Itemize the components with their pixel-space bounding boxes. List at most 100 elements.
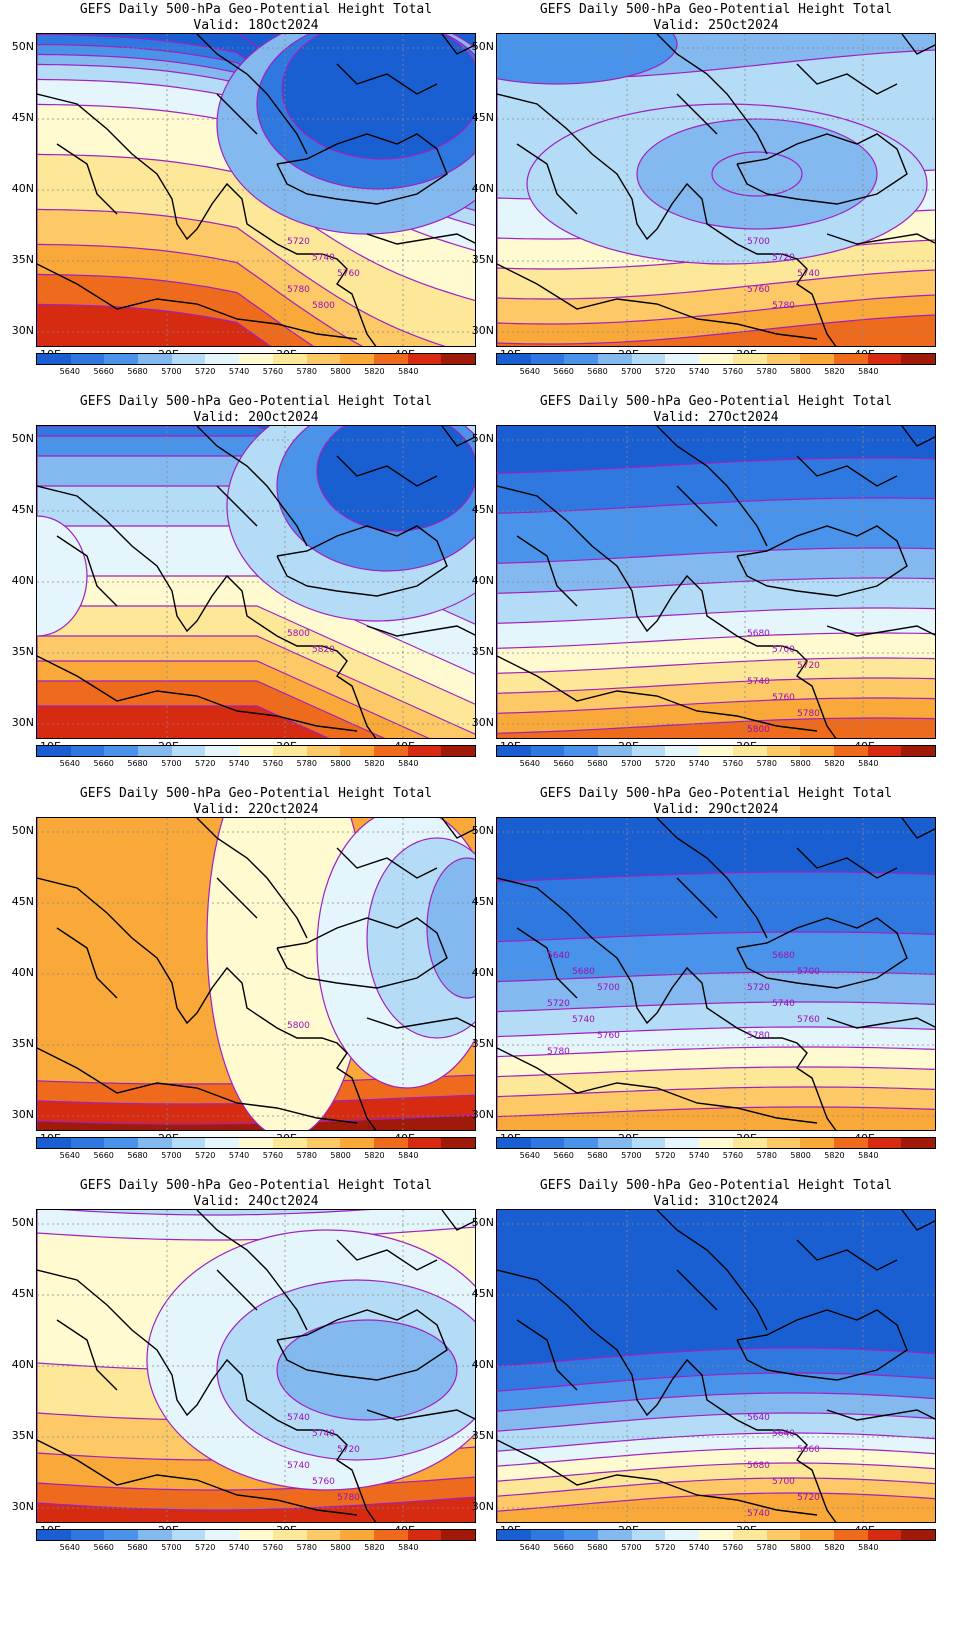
colorbar-swatch [530, 354, 565, 364]
height-field-map: 5720 5740 5760 5780 5800 [36, 33, 476, 347]
colorbar-swatch [497, 1530, 531, 1540]
colorbar-swatch [530, 1530, 565, 1540]
colorbar-swatch [901, 746, 935, 756]
panel-title: GEFS Daily 500-hPa Geo-Potential Height … [539, 1178, 893, 1193]
colorbar-swatch [598, 1530, 632, 1540]
latitude-label: 40N [11, 1358, 34, 1371]
contour-label: 5640 [772, 1429, 795, 1439]
latitude-label: 40N [471, 1358, 494, 1371]
contour-label: 5800 [287, 629, 310, 639]
colorbar-level-label: 5640 [59, 1543, 81, 1552]
latitude-label: 45N [11, 1287, 34, 1300]
colorbar-swatch [138, 354, 172, 364]
contour-label: 5740 [747, 1509, 770, 1519]
colorbar-swatch [564, 746, 599, 756]
height-contour-closed [316, 426, 475, 532]
colorbar-level-label: 5820 [364, 759, 385, 768]
colorbar-level-label: 5780 [756, 1543, 777, 1552]
colorbar-level-label: 5820 [824, 367, 845, 376]
colorbar-swatch [441, 1530, 475, 1540]
colorbar-level-label: 5680 [127, 1151, 148, 1160]
colorbar-level-label: 5740 [228, 759, 250, 768]
colorbar-level-label: 5680 [127, 759, 148, 768]
latitude-label: 40N [471, 182, 494, 195]
colorbar-swatch [171, 354, 206, 364]
colorbar-level-label: 5700 [621, 759, 642, 768]
map-panel: GEFS Daily 500-hPa Geo-Potential Height … [0, 1176, 482, 1586]
latitude-label: 45N [471, 895, 494, 908]
colorbar-level-label: 5740 [688, 1543, 710, 1552]
colorbar-level-label: 5820 [364, 367, 385, 376]
coastline-borders [37, 34, 475, 346]
colorbar-level-label: 5780 [756, 367, 777, 376]
colorbar-level-label: 5840 [398, 1543, 419, 1552]
colorbar-swatch [598, 1138, 632, 1148]
colorbar-level-label: 5840 [398, 759, 419, 768]
colorbar-level-label: 5800 [790, 1151, 811, 1160]
contour-label: 5760 [772, 693, 795, 703]
contour-label: 5740 [747, 677, 770, 687]
colorbar-swatch [732, 1530, 767, 1540]
colorbar-level-label: 5700 [621, 367, 642, 376]
colorbar-labels: 5640 5660 5680 5700 5720 5740 5760 5780 5800 5820… [36, 367, 476, 379]
colorbar-swatch [340, 1138, 374, 1148]
contour-label: 5700 [797, 967, 820, 977]
contour-label: 5780 [287, 285, 310, 295]
colorbar-swatch [104, 354, 139, 364]
contour-label: 5720 [797, 661, 820, 671]
colorbar-level-label: 5660 [553, 759, 574, 768]
contour-label: 5780 [747, 1031, 770, 1041]
latitude-label: 40N [11, 574, 34, 587]
latitude-label: 35N [471, 645, 494, 658]
colorbar-labels: 5640 5660 5680 5700 5720 5740 5760 5780 5800 5820… [496, 1543, 936, 1555]
colorbar-level-label: 5680 [587, 759, 608, 768]
contour-label: 5740 [797, 269, 820, 279]
contour-label: 5760 [312, 1477, 335, 1487]
contour-label: 5700 [772, 1477, 795, 1487]
colorbar-level-label: 5640 [59, 367, 81, 376]
contour-label: 5760 [337, 269, 360, 279]
colorbar-level-label: 5800 [790, 1543, 811, 1552]
colorbar-swatch [665, 746, 700, 756]
colorbar-labels: 5640 5660 5680 5700 5720 5740 5760 5780 5800 5820… [496, 759, 936, 771]
colorbar-level-label: 5760 [722, 1151, 744, 1160]
map-panel: GEFS Daily 500-hPa Geo-Potential Height … [460, 784, 942, 1194]
colorbar-swatch [272, 746, 307, 756]
colorbar-swatch [37, 1530, 71, 1540]
colorbar-level-label: 5720 [655, 759, 676, 768]
colorbar-swatch [272, 1530, 307, 1540]
colorbar-swatch [497, 1138, 531, 1148]
latitude-label: 50N [11, 824, 34, 837]
latitude-label: 45N [11, 111, 34, 124]
colorbar-labels: 5640 5660 5680 5700 5720 5740 5760 5780 5800 5820… [496, 1151, 936, 1163]
colorbar [36, 745, 476, 757]
latitude-label: 35N [11, 1037, 34, 1050]
colorbar-level-label: 5840 [858, 367, 879, 376]
colorbar-labels: 5640 5660 5680 5700 5720 5740 5760 5780 5800 5820… [36, 1543, 476, 1555]
colorbar-level-label: 5700 [161, 367, 182, 376]
coastline-borders [37, 426, 475, 738]
height-band [497, 1492, 935, 1522]
latitude-label: 50N [471, 432, 494, 445]
height-field-map: 5800 5820 [36, 425, 476, 739]
colorbar-level-label: 5660 [93, 1151, 114, 1160]
height-band [497, 314, 935, 346]
colorbar-swatch [138, 1138, 172, 1148]
coastline-borders [497, 34, 935, 346]
coastline-borders [497, 1210, 935, 1522]
colorbar-swatch [272, 1138, 307, 1148]
colorbar-level-label: 5800 [790, 367, 811, 376]
latitude-label: 35N [471, 253, 494, 266]
colorbar-level-label: 5780 [296, 367, 317, 376]
colorbar-swatch [205, 1138, 240, 1148]
latitude-label: 35N [11, 645, 34, 658]
contour-label: 5740 [287, 1413, 310, 1423]
colorbar-labels: 5640 5660 5680 5700 5720 5740 5760 5780 5800 5820… [496, 367, 936, 379]
colorbar-swatch [800, 1138, 834, 1148]
latitude-label: 30N [471, 1500, 494, 1513]
latitude-label: 35N [471, 1037, 494, 1050]
colorbar-level-label: 5760 [722, 1543, 744, 1552]
contour-label: 5740 [312, 1429, 335, 1439]
colorbar-swatch [699, 1138, 733, 1148]
colorbar-swatch [699, 1530, 733, 1540]
